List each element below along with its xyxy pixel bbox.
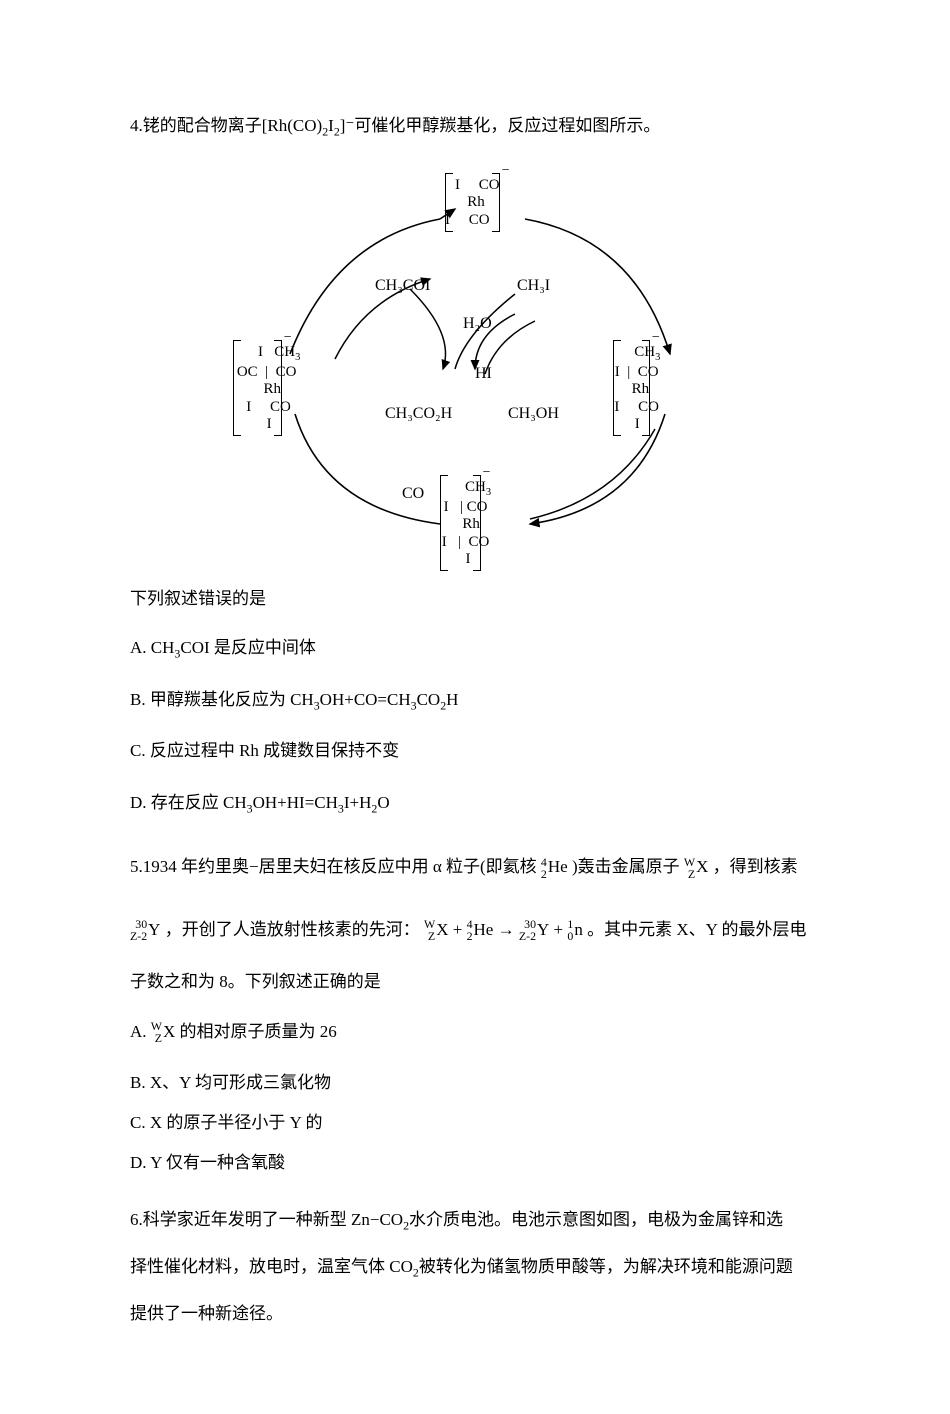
label-co: CO — [402, 479, 424, 509]
q4-d-t1: D. 存在反应 CH — [130, 793, 247, 812]
x3-bot: Z — [151, 1033, 162, 1045]
he2-el: He — [474, 920, 494, 939]
q5-stem-line2: 30Z-2Y ，开创了人造放射性核素的先河： WZX + 42He → 30Z-… — [130, 908, 820, 952]
complex-top: I CO Rh I CO − — [445, 177, 500, 229]
q4-d-t3: I+H — [344, 793, 372, 812]
nuclide-n: 10 — [567, 919, 573, 943]
q5-para2-e: 。其中元素 X、Y 的最外层电 — [587, 920, 806, 939]
q5-option-d: D. Y 仅有一种含氧酸 — [130, 1147, 820, 1179]
q5-arrow: → — [498, 920, 519, 939]
catalytic-cycle: I CO Rh I CO − I CH3 OC | CO Rh I CO I − — [215, 159, 735, 559]
q6-l1b: 水介质电池。电池示意图如图，电极为金属锌和选 — [409, 1210, 783, 1229]
q6-line3: 提供了一种新途径。 — [130, 1298, 820, 1330]
label-ch3co2h: CH₃CO₂H — [385, 399, 452, 429]
q5-a-pre: A. — [130, 1022, 151, 1041]
q4-b-t3: CO — [417, 690, 441, 709]
q4-stem: 4.铑的配合物离子[Rh(CO)2I2]⁻可催化甲醇羰基化，反应过程如图所示。 — [130, 110, 820, 143]
n-el: n — [574, 920, 583, 939]
q4-a-txt2: COI 是反应中间体 — [180, 638, 316, 657]
y2-el: Y — [537, 920, 549, 939]
he1-bot: 2 — [541, 869, 547, 881]
q6-number: 6. — [130, 1210, 143, 1229]
q5-option-b: B. X、Y 均可形成三氯化物 — [130, 1067, 820, 1099]
nuclide-x-3: WZ — [151, 1021, 162, 1045]
nuclide-he-2: 42 — [467, 919, 473, 943]
q4-stem-a: 铑的配合物离子[Rh(CO) — [143, 116, 322, 135]
q4-option-d: D. 存在反应 CH3OH+HI=CH3I+H2O — [130, 784, 820, 822]
complex-bottom: CH3 I | CO Rh I | CO I − — [440, 479, 491, 568]
label-h2o: H₂O — [463, 309, 492, 339]
q6-l2a: 择性催化材料，放电时，温室气体 CO — [130, 1257, 413, 1276]
n-bot: 0 — [567, 931, 573, 943]
q4-number: 4. — [130, 116, 143, 135]
q5-number: 5. — [130, 857, 143, 876]
q5-option-c: C. X 的原子半径小于 Y 的 — [130, 1107, 820, 1139]
q6-l2b: 被转化为储氢物质甲酸等，为解决环境和能源问题 — [419, 1257, 793, 1276]
complex-right: CH3 I | CO Rh I CO I − — [613, 344, 660, 433]
y2-bot: Z-2 — [519, 931, 536, 943]
q4-option-c: C. 反应过程中 Rh 成键数目保持不变 — [130, 732, 820, 769]
question-4: 4.铑的配合物离子[Rh(CO)2I2]⁻可催化甲醇羰基化，反应过程如图所示。 — [130, 110, 820, 821]
q6-l1a: 科学家近年发明了一种新型 Zn−CO — [143, 1210, 403, 1229]
q5-para2-a: ，开创了人造放射性核素的先河： — [165, 920, 420, 939]
q6-line2: 择性催化材料，放电时，温室气体 CO2被转化为储氢物质甲酸等，为解决环境和能源问… — [130, 1251, 820, 1284]
label-ch3coi: CH₃COI — [375, 271, 430, 301]
y1-el: Y — [148, 920, 160, 939]
label-ch3i: CH₃I — [517, 271, 550, 301]
q5-stem-b: )轰击金属原子 — [572, 857, 680, 876]
q4-b-t4: H — [446, 690, 458, 709]
x2-el: X — [436, 920, 448, 939]
q4-option-a: A. CH3COI 是反应中间体 — [130, 629, 820, 667]
q5-plus1: + — [453, 920, 467, 939]
q5-stem-c: ，得到核素 — [713, 857, 798, 876]
x2-bot: Z — [424, 931, 435, 943]
q5-plus2: + — [554, 920, 568, 939]
q4-stem-c: ]⁻可催化甲醇羰基化，反应过程如图所示。 — [340, 116, 661, 135]
y1-bot: Z-2 — [130, 931, 147, 943]
nuclide-x-2: WZ — [424, 919, 435, 943]
q4-d-t4: O — [377, 793, 389, 812]
he1-el: He — [548, 857, 568, 876]
q5-stem-a: 1934 年约里奥−居里夫妇在核反应中用 α 粒子(即氦核 — [143, 857, 537, 876]
q4-b-t2: OH+CO=CH — [320, 690, 411, 709]
label-ch3oh: CH₃OH — [508, 399, 559, 429]
q5-option-a: A. WZX 的相对原子质量为 26 — [130, 1012, 820, 1053]
nuclide-y-2: 30Z-2 — [519, 919, 536, 943]
x3-el: X — [163, 1022, 175, 1041]
he2-bot: 2 — [467, 931, 473, 943]
nuclide-he-1: 42 — [541, 857, 547, 881]
q4-option-b: B. 甲醇羰基化反应为 CH3OH+CO=CH3CO2H — [130, 681, 820, 719]
label-hi: HI — [475, 359, 492, 389]
q6-line1: 6.科学家近年发明了一种新型 Zn−CO2水介质电池。电池示意图如图，电极为金属… — [130, 1204, 820, 1237]
x1-el: X — [696, 857, 708, 876]
q5-a-post: 的相对原子质量为 26 — [180, 1022, 337, 1041]
question-6: 6.科学家近年发明了一种新型 Zn−CO2水介质电池。电池示意图如图，电极为金属… — [130, 1204, 820, 1330]
q4-a-txt1: A. CH — [130, 638, 174, 657]
nuclide-x-1: WZ — [684, 857, 695, 881]
q4-b-t1: B. 甲醇羰基化反应为 CH — [130, 690, 314, 709]
q4-d-t2: OH+HI=CH — [253, 793, 338, 812]
q4-sub-stem: 下列叙述错误的是 — [130, 583, 820, 615]
complex-left: I CH3 OC | CO Rh I CO I − — [233, 344, 300, 433]
q5-stem-line3: 子数之和为 8。下列叙述正确的是 — [130, 966, 820, 998]
x1-bot: Z — [684, 869, 695, 881]
q4-diagram: I CO Rh I CO − I CH3 OC | CO Rh I CO I − — [130, 159, 820, 559]
question-5: 5.1934 年约里奥−居里夫妇在核反应中用 α 粒子(即氦核 42He )轰击… — [130, 845, 820, 1179]
q5-stem-line1: 5.1934 年约里奥−居里夫妇在核反应中用 α 粒子(即氦核 42He )轰击… — [130, 845, 820, 889]
nuclide-y-1: 30Z-2 — [130, 919, 147, 943]
